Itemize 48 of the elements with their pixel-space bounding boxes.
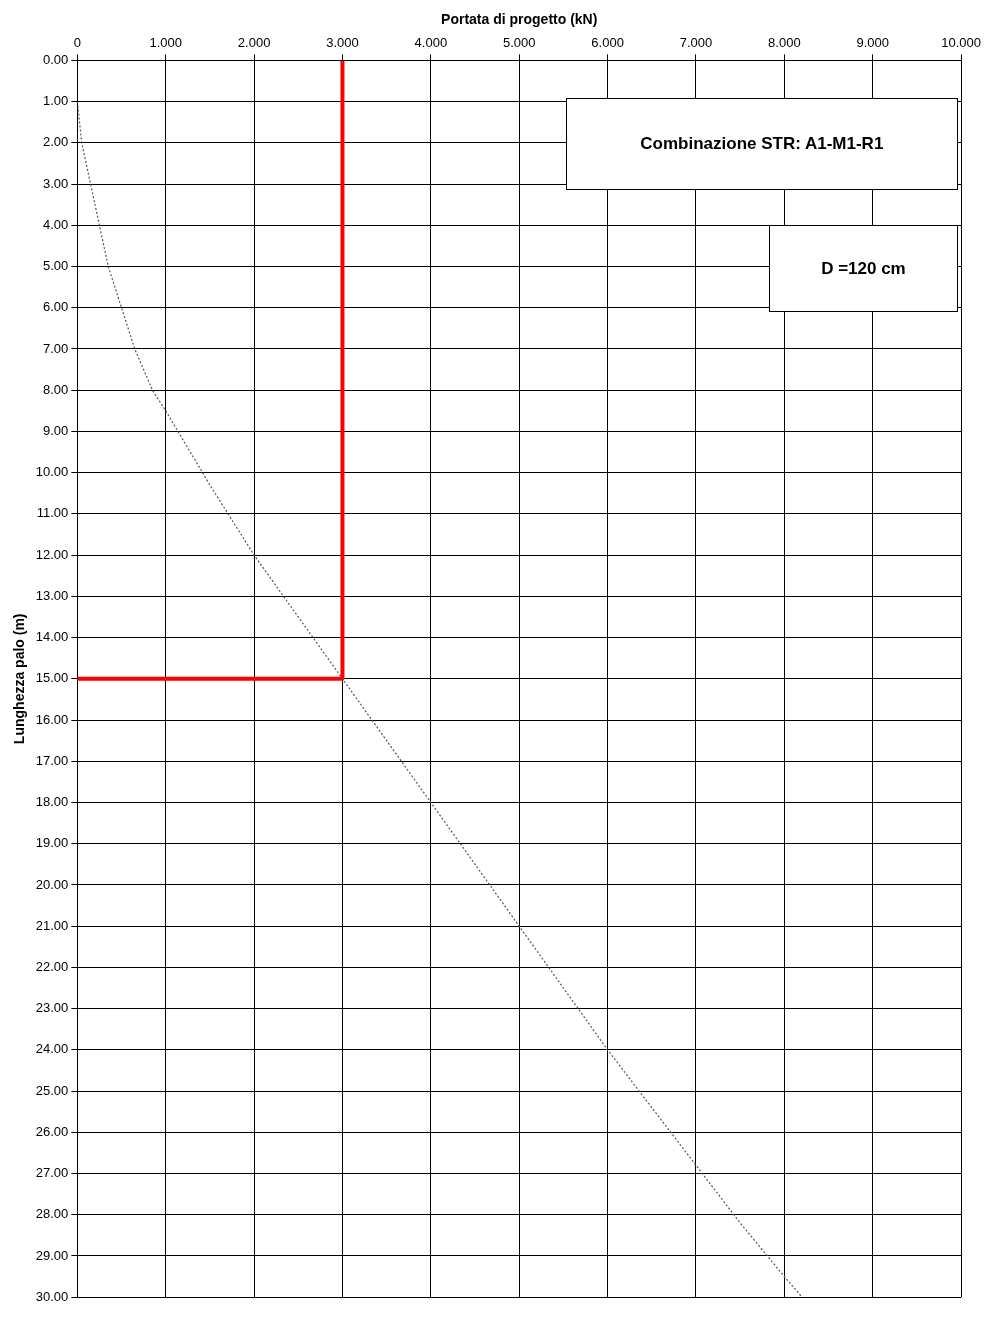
y-tick-label: 29.00 bbox=[35, 1247, 69, 1263]
x-tick-label: 10.000 bbox=[941, 35, 981, 51]
y-tick-label: 27.00 bbox=[35, 1165, 69, 1181]
text-box: D =120 cm bbox=[769, 225, 958, 312]
x-tick-label: 3.000 bbox=[326, 35, 359, 51]
annotation: Combinazione STR: A1-M1-R1 bbox=[640, 134, 884, 155]
y-tick-label: 18.00 bbox=[35, 794, 69, 810]
x-tick-label: 2.000 bbox=[237, 35, 271, 51]
y-tick-label: 25.00 bbox=[35, 1082, 69, 1098]
y-tick-label: 26.00 bbox=[35, 1123, 69, 1139]
y-tick-label: 22.00 bbox=[35, 958, 69, 974]
y-tick-label: 24.00 bbox=[35, 1041, 69, 1057]
y-tick-label: 9.00 bbox=[43, 423, 69, 439]
y-tick-label: 3.00 bbox=[43, 175, 69, 191]
y-tick-label: 23.00 bbox=[35, 1000, 69, 1016]
x-tick-label: 6.000 bbox=[591, 35, 624, 51]
y-tick-label: 12.00 bbox=[35, 546, 69, 562]
y-tick-label: 11.00 bbox=[36, 505, 69, 521]
y-tick-label: 2.00 bbox=[43, 134, 69, 150]
y-tick-label: 19.00 bbox=[35, 835, 69, 851]
y-tick-label: 10.00 bbox=[35, 464, 69, 480]
y-tick-label: 21.00 bbox=[35, 917, 69, 933]
y-axis-title: Lunghezza palo (m) bbox=[11, 613, 28, 745]
x-axis-title: Portata di progetto (kN) bbox=[441, 11, 598, 28]
y-tick-label: 15.00 bbox=[35, 670, 69, 686]
y-tick-label: 0.00 bbox=[43, 51, 69, 67]
y-tick-label: 7.00 bbox=[43, 340, 69, 356]
y-tick-label: 14.00 bbox=[35, 629, 69, 645]
y-tick-label: 17.00 bbox=[35, 752, 69, 768]
text-box: Combinazione STR: A1-M1-R1 bbox=[566, 98, 958, 191]
y-tick-label: 1.00 bbox=[43, 93, 69, 109]
x-tick-label: 1.000 bbox=[149, 35, 182, 51]
x-tick-label: 8.000 bbox=[768, 35, 801, 51]
x-tick-label: 7.000 bbox=[679, 35, 713, 51]
y-tick-label: 20.00 bbox=[35, 876, 69, 892]
y-tick-label: 28.00 bbox=[35, 1206, 69, 1222]
y-tick-label: 16.00 bbox=[35, 711, 69, 727]
y-tick-label: 8.00 bbox=[43, 381, 69, 397]
x-tick-label: 5.000 bbox=[502, 35, 536, 51]
y-tick-label: 6.00 bbox=[43, 299, 69, 315]
x-tick-label: 4.000 bbox=[414, 35, 448, 51]
annotation: D =120 cm bbox=[821, 258, 906, 279]
y-tick-label: 30.00 bbox=[35, 1288, 69, 1304]
x-tick-label: 9.000 bbox=[856, 35, 890, 51]
y-tick-label: 5.00 bbox=[43, 258, 69, 274]
x-tick-label: 0 bbox=[73, 35, 81, 51]
y-tick-label: 13.00 bbox=[35, 587, 69, 603]
y-tick-label: 4.00 bbox=[43, 216, 69, 232]
